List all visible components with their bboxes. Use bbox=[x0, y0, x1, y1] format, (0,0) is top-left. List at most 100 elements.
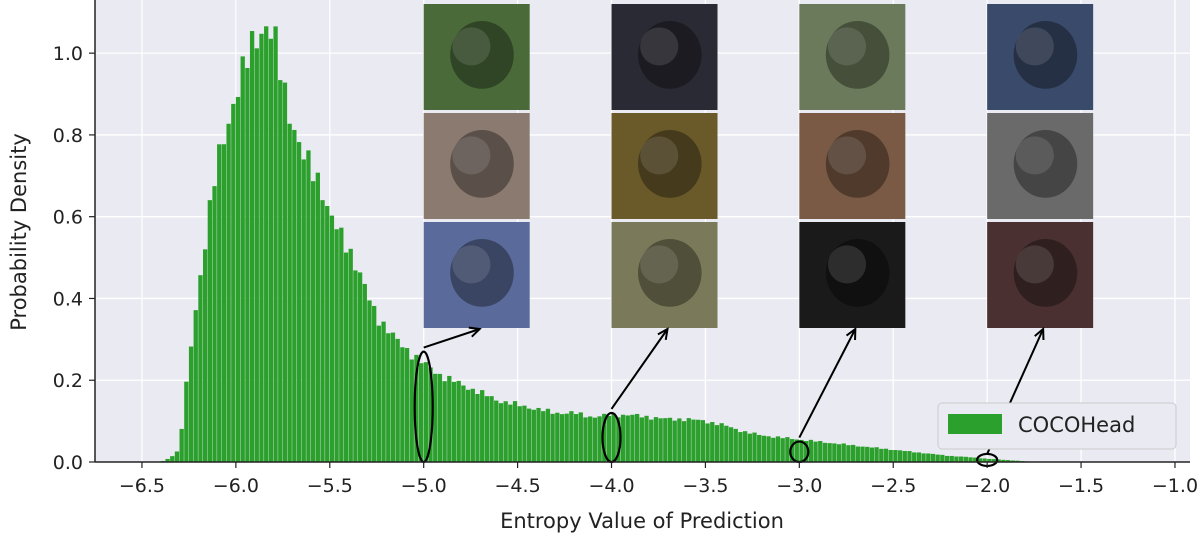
histogram-bar bbox=[677, 418, 682, 462]
arrow-head bbox=[657, 327, 669, 341]
histogram-bar bbox=[724, 425, 729, 462]
histogram-bar bbox=[719, 423, 724, 462]
histogram-bar bbox=[339, 227, 344, 462]
histogram-bar bbox=[372, 305, 377, 462]
histogram-bar bbox=[672, 420, 677, 462]
histogram-bar bbox=[343, 252, 349, 462]
histogram-bar bbox=[400, 347, 405, 462]
x-tick-label: −5.5 bbox=[307, 475, 353, 497]
head-thumbnail bbox=[987, 113, 1094, 219]
histogram-bar bbox=[944, 455, 950, 462]
y-tick-label: 0.8 bbox=[53, 125, 83, 147]
histogram-bar bbox=[583, 417, 588, 462]
histogram-bar bbox=[649, 419, 654, 462]
histogram-bar bbox=[334, 229, 339, 462]
histogram-bar bbox=[761, 435, 767, 462]
histogram-bar bbox=[855, 446, 860, 462]
x-tick-label: −5.0 bbox=[401, 475, 447, 497]
y-tick-label: 0.4 bbox=[53, 288, 83, 310]
histogram-bar bbox=[259, 33, 264, 463]
histogram-bar bbox=[179, 428, 184, 462]
histogram-bar bbox=[728, 427, 734, 462]
histogram-bar bbox=[310, 181, 316, 462]
histogram-bar bbox=[940, 454, 945, 462]
histogram-bar bbox=[573, 414, 579, 462]
legend-swatch bbox=[948, 414, 1002, 434]
histogram-bar bbox=[780, 438, 785, 462]
histogram-bar bbox=[865, 446, 870, 462]
histogram-bar bbox=[423, 362, 428, 462]
histogram-bar bbox=[278, 80, 283, 462]
head-thumbnail bbox=[799, 222, 906, 328]
histogram-bar bbox=[588, 416, 593, 462]
histogram-bar bbox=[442, 381, 447, 462]
histogram-bar bbox=[991, 459, 997, 462]
histogram-bar bbox=[738, 432, 743, 462]
head-silhouette bbox=[1013, 238, 1078, 307]
histogram-bar bbox=[874, 447, 879, 462]
histogram-bar bbox=[921, 453, 926, 462]
histogram-bar bbox=[212, 186, 217, 463]
histogram-bar bbox=[273, 26, 278, 462]
histogram-bars bbox=[160, 26, 1034, 463]
histogram-bar bbox=[235, 96, 241, 462]
histogram-bar bbox=[850, 444, 856, 462]
histogram-bar bbox=[663, 418, 668, 462]
histogram-bar bbox=[785, 437, 790, 462]
histogram-bar bbox=[799, 439, 804, 462]
histogram-bar bbox=[287, 123, 292, 462]
histogram-bar bbox=[264, 26, 269, 463]
head-highlight bbox=[452, 136, 491, 175]
histogram-bar bbox=[1001, 459, 1006, 462]
histogram-bar bbox=[569, 411, 574, 462]
histogram-bar bbox=[315, 172, 320, 463]
head-highlight bbox=[640, 245, 679, 284]
histogram-bar bbox=[958, 456, 964, 462]
histogram-bar bbox=[667, 417, 673, 462]
head-thumbnail bbox=[611, 113, 718, 219]
head-silhouette bbox=[450, 20, 514, 89]
histogram-bar bbox=[996, 459, 1001, 462]
histogram-bar bbox=[282, 82, 288, 462]
head-highlight bbox=[1015, 245, 1054, 284]
histogram-bar bbox=[916, 452, 922, 462]
histogram-bar bbox=[165, 458, 170, 462]
arrow-head bbox=[845, 326, 857, 341]
head-highlight bbox=[640, 27, 679, 66]
histogram-bar bbox=[249, 31, 255, 463]
head-thumbnail bbox=[799, 113, 906, 219]
histogram-bar bbox=[489, 396, 494, 462]
histogram-bar bbox=[461, 385, 466, 462]
histogram-bar bbox=[498, 403, 504, 462]
histogram-bar bbox=[949, 455, 954, 462]
histogram-bar bbox=[808, 439, 814, 462]
head-thumbnail bbox=[611, 4, 718, 110]
head-thumbnail bbox=[987, 222, 1094, 328]
histogram-bar bbox=[714, 425, 720, 462]
histogram-bar bbox=[231, 103, 236, 462]
histogram-bar bbox=[494, 400, 499, 462]
head-highlight bbox=[452, 27, 491, 66]
histogram-bar bbox=[550, 413, 555, 462]
y-axis-ticks: 0.0 0.2 0.4 0.6 0.8 1.0 bbox=[53, 43, 95, 474]
histogram-bar bbox=[912, 452, 917, 462]
histogram-bar bbox=[822, 442, 828, 462]
head-silhouette bbox=[450, 238, 514, 307]
histogram-bar bbox=[597, 416, 602, 462]
histogram-bar bbox=[658, 418, 663, 462]
legend: COCOHead bbox=[937, 402, 1177, 450]
example-thumbnails bbox=[423, 4, 1094, 455]
histogram-bar bbox=[202, 249, 208, 462]
histogram-bar bbox=[963, 456, 968, 462]
histogram-bar bbox=[254, 48, 259, 463]
arrow-line bbox=[798, 328, 857, 439]
histogram-bar bbox=[794, 439, 799, 462]
histogram-bar bbox=[296, 142, 302, 462]
histogram-bar bbox=[362, 283, 367, 462]
histogram-bar bbox=[602, 413, 607, 462]
histogram-bar bbox=[681, 421, 687, 462]
histogram-bar bbox=[198, 275, 203, 462]
histogram-bar bbox=[987, 458, 992, 462]
histogram-bar bbox=[982, 458, 987, 462]
head-silhouette bbox=[1013, 20, 1078, 89]
